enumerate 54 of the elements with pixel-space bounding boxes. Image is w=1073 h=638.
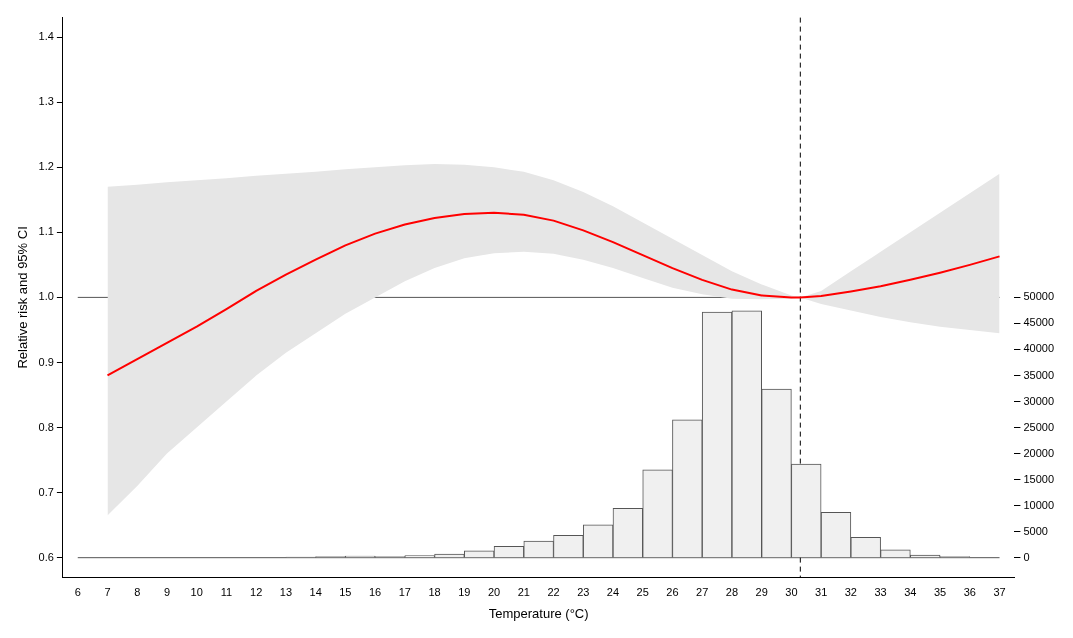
x-tick-label: 6 (74, 585, 81, 598)
y2-tick-label: 45000 (1023, 316, 1055, 329)
y-tick-label: 0.7 (38, 485, 54, 498)
y2-tick-label: 20000 (1023, 446, 1055, 459)
x-tick-label: 7 (104, 585, 111, 598)
y-tick-label: 1.1 (38, 225, 54, 238)
y2-tick-label: 0 (1023, 550, 1030, 563)
x-tick-label: 37 (993, 585, 1006, 598)
x-tick-label: 31 (815, 585, 828, 598)
y2-tick-label: 5000 (1023, 524, 1048, 537)
x-tick-label: 24 (606, 585, 620, 598)
x-tick-label: 11 (220, 585, 233, 598)
y-tick-label: 0.8 (38, 420, 54, 433)
x-axis-title: Temperature (°C) (488, 605, 589, 621)
y-tick-label: 1.0 (38, 290, 54, 303)
y2-tick-label: 35000 (1023, 368, 1055, 381)
x-tick-label: 26 (666, 585, 679, 598)
x-tick-label: 16 (368, 585, 382, 598)
x-tick-label: 8 (134, 585, 141, 598)
y2-tick-label: 15000 (1023, 472, 1055, 485)
x-tick-label: 33 (874, 585, 887, 598)
x-tick-label: 17 (398, 585, 411, 598)
x-tick-label: 34 (904, 585, 917, 598)
x-tick-label: 13 (279, 585, 293, 598)
y2-tick-label: 10000 (1023, 498, 1055, 511)
y2-tick-label: 30000 (1023, 394, 1055, 407)
x-tick-label: 30 (785, 585, 798, 598)
x-tick-label: 15 (339, 585, 352, 598)
x-tick-label: 29 (755, 585, 768, 598)
x-tick-label: 22 (547, 585, 560, 598)
x-tick-label: 27 (696, 585, 709, 598)
x-tick-label: 9 (163, 585, 171, 598)
x-tick-label: 12 (250, 585, 263, 598)
x-tick-label: 32 (844, 585, 857, 598)
x-tick-label: 35 (933, 585, 947, 598)
x-tick-label: 21 (517, 585, 530, 598)
y-tick-label: 1.4 (38, 30, 54, 43)
x-tick-label: 36 (963, 585, 976, 598)
y-tick-label: 0.6 (38, 550, 54, 563)
y-tick-label: 1.3 (38, 95, 54, 108)
y2-tick-label: 25000 (1023, 420, 1055, 433)
x-tick-label: 20 (487, 585, 501, 598)
y-axis-title: Relative risk and 95% CI (15, 226, 31, 369)
x-tick-label: 23 (577, 585, 590, 598)
x-tick-label: 18 (428, 585, 441, 598)
x-tick-label: 10 (190, 585, 203, 598)
y-tick-label: 0.9 (38, 355, 54, 368)
x-tick-label: 25 (636, 585, 649, 598)
y-tick-label: 1.2 (38, 160, 54, 173)
x-tick-label: 14 (309, 585, 322, 598)
y2-tick-label: 40000 (1023, 342, 1055, 355)
x-tick-label: 28 (725, 585, 739, 598)
x-tick-label: 19 (458, 585, 471, 598)
y2-tick-label: 50000 (1023, 290, 1055, 303)
